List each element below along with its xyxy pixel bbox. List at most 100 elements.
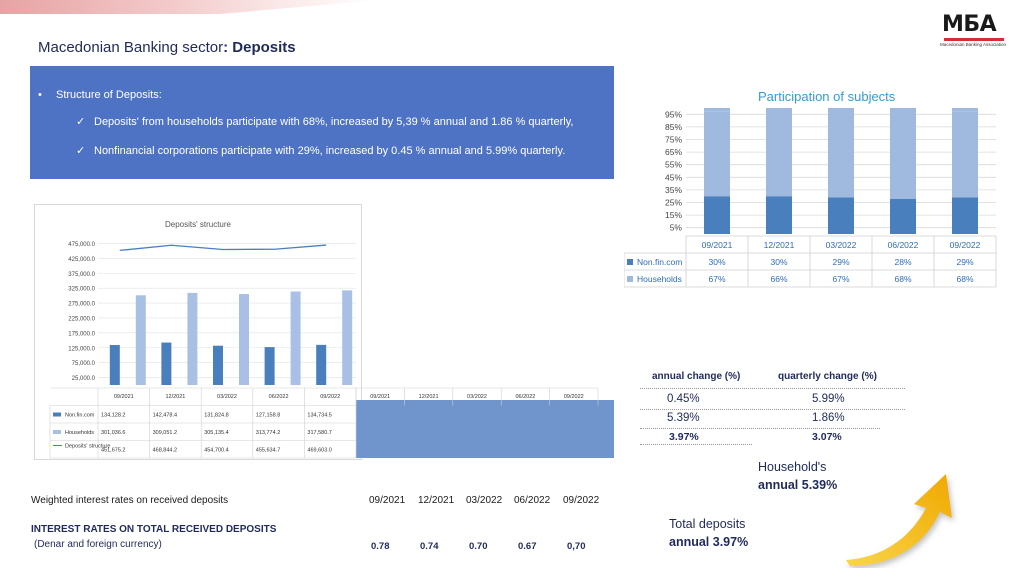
bar-households [290, 291, 301, 385]
y-tick-label: 425,000.0 [68, 257, 95, 263]
total-note-line1: Total deposits [669, 517, 746, 531]
bar-nonfin [952, 197, 978, 234]
bar-nonfin [890, 198, 916, 234]
rate-value: 0.78 [371, 541, 390, 552]
y-tick-label: 75% [665, 135, 682, 145]
household-note-line1: Household's [758, 460, 827, 474]
total-deposits-note: Total deposits annual 3.97% [669, 515, 748, 551]
bar-households [704, 111, 730, 197]
x-tick-label: 12/2021 [419, 394, 439, 400]
total-note-line2: annual 3.97% [669, 535, 749, 549]
x-tick-label: 09/2021 [702, 240, 733, 250]
bar-households-top [890, 108, 916, 114]
weighted-rates-label: Weighted interest rates on received depo… [31, 495, 229, 506]
legend-label: Households [65, 430, 94, 436]
divider [640, 409, 905, 410]
data-label: 134,734.5 [307, 413, 331, 419]
bar-households [766, 113, 792, 197]
data-label: 127,158.8 [256, 413, 280, 419]
y-tick-label: 375,000.0 [68, 272, 95, 278]
deposits-structure-chart: Deposits' structure 475,000.0 425,000.0 375… [49, 220, 599, 459]
bar-households [890, 113, 916, 199]
household-note-line2: annual 5.39% [758, 478, 838, 492]
data-label: 28% [894, 257, 911, 267]
bar-nonfin [316, 344, 327, 385]
x-tick-label: 06/2022 [269, 394, 289, 400]
structure-point-text: Nonfinancial corporations participate wi… [94, 145, 566, 157]
x-tick-label: 03/2022 [467, 394, 487, 400]
y-tick-label: 175,000.0 [68, 331, 95, 337]
bullet-icon: • [38, 89, 42, 101]
legend-swatch [53, 412, 61, 417]
bar-households [239, 294, 249, 385]
y-tick-label: 125,000.0 [68, 346, 95, 352]
data-label: 66% [770, 274, 787, 284]
data-label: 305,135.4 [204, 430, 228, 436]
bar-households [187, 292, 198, 385]
rate-value: 0.67 [518, 541, 537, 552]
y-tick-label: 35% [665, 185, 682, 195]
bar-nonfin [264, 347, 275, 385]
y-tick-label: 65% [665, 147, 682, 157]
legend-label: Deposits' structure [65, 444, 110, 450]
checkmark-icon: ✓ [76, 144, 86, 157]
data-label: 29% [956, 257, 973, 267]
x-tick-label: 09/2022 [564, 394, 584, 400]
quarterly-change-header: quarterly change (%) [778, 371, 877, 382]
structure-summary-box: • Structure of Deposits: ✓ Deposits' from … [30, 66, 614, 179]
participation-chart: 95% 85% 75% 65% 55% 45% 35% 25% 15% 5% 09/2021 12/2… [624, 108, 997, 288]
page-title: Macedonian Banking sector: Deposits [38, 39, 296, 56]
x-tick-label: 12/2021 [165, 394, 185, 400]
y-tick-label: 25% [665, 198, 682, 208]
structure-point-text: Deposits' from households participate wi… [94, 116, 574, 128]
x-tick-label: 06/2022 [888, 240, 919, 250]
decorative-top-band [0, 0, 380, 14]
logo-subtitle: Macedonian Banking Association [940, 42, 1007, 47]
bar-nonfin [704, 196, 730, 234]
data-label: 451,675.2 [101, 448, 125, 454]
logo-mark: МБА [942, 12, 997, 37]
rate-value: 0.74 [420, 541, 439, 552]
deposits-chart-title: Deposits' structure [165, 220, 232, 229]
legend-swatch [53, 430, 61, 434]
data-label: 30% [770, 257, 787, 267]
data-label: 131,824.8 [204, 413, 228, 419]
data-label: 469,603.0 [307, 448, 331, 454]
annual-change-value: 0.45% [667, 393, 700, 405]
data-label: 67% [708, 274, 725, 284]
y-tick-label: 325,000.0 [68, 287, 95, 293]
data-label: 29% [832, 257, 849, 267]
data-label: 468,844.2 [153, 448, 177, 454]
divider [640, 388, 905, 389]
quarterly-change-total: 3.07% [812, 431, 842, 443]
x-tick-label: 03/2022 [217, 394, 237, 400]
legend-label: Non.fin.com [65, 413, 95, 419]
data-label: 68% [894, 274, 911, 284]
bar-households [952, 111, 978, 198]
x-tick-label: 03/2022 [826, 240, 857, 250]
structure-point: ✓ Nonfinancial corporations participate w… [76, 144, 565, 157]
bar-nonfin [109, 345, 120, 385]
divider [640, 428, 880, 429]
divider [640, 444, 752, 445]
x-tick-label: 09/2022 [320, 394, 340, 400]
legend-swatch [627, 259, 633, 265]
bar-nonfin [161, 342, 172, 385]
bar-households [135, 295, 146, 385]
title-strong: : Deposits [223, 39, 296, 56]
rate-value: 0,70 [567, 541, 586, 552]
y-tick-label: 95% [665, 109, 682, 119]
rates-period: 06/2022 [514, 495, 551, 506]
y-tick-label: 85% [665, 122, 682, 132]
bar-nonfin [828, 197, 854, 234]
deposits-table-fill [356, 400, 614, 458]
y-tick-label: 25,000.0 [72, 376, 96, 382]
interest-rates-heading: INTEREST RATES ON TOTAL RECEIVED DEPOSIT… [31, 524, 277, 535]
quarterly-change-value: 5.99% [812, 393, 845, 405]
structure-heading-text: Structure of Deposits: [56, 89, 162, 101]
title-prefix: Macedonian Banking sector [38, 39, 224, 56]
mba-logo: МБА Macedonian Banking Association [938, 12, 1018, 50]
quarterly-change-value: 1.86% [812, 412, 845, 424]
bar-households [828, 113, 854, 198]
